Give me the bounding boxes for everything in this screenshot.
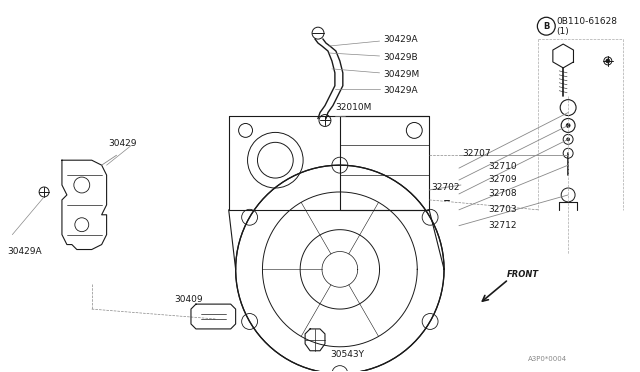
Text: 32708: 32708 [489, 189, 517, 198]
Text: 32010M: 32010M [335, 103, 371, 112]
Text: 32709: 32709 [489, 174, 517, 183]
Circle shape [560, 100, 576, 116]
Text: 30429A: 30429A [7, 247, 42, 256]
Text: 30429A: 30429A [383, 86, 418, 95]
Text: 32703: 32703 [489, 205, 517, 214]
Text: B: B [543, 22, 550, 31]
Text: 30429M: 30429M [383, 70, 420, 79]
Text: 30429B: 30429B [383, 54, 418, 62]
Circle shape [566, 138, 570, 141]
Circle shape [606, 59, 610, 63]
Text: 32710: 32710 [489, 162, 517, 171]
Text: 30429: 30429 [109, 139, 137, 148]
Text: FRONT: FRONT [507, 270, 539, 279]
Text: 30429A: 30429A [383, 35, 418, 44]
Text: A3P0*0004: A3P0*0004 [529, 356, 568, 362]
Text: 30543Y: 30543Y [330, 350, 364, 359]
Circle shape [566, 124, 570, 128]
Text: 32712: 32712 [489, 221, 517, 230]
Text: 0B110-61628: 0B110-61628 [556, 17, 617, 26]
Circle shape [563, 148, 573, 158]
Text: 30409: 30409 [174, 295, 203, 304]
Text: 32707: 32707 [462, 149, 490, 158]
Text: (1): (1) [556, 27, 569, 36]
Text: 32702: 32702 [431, 183, 460, 192]
